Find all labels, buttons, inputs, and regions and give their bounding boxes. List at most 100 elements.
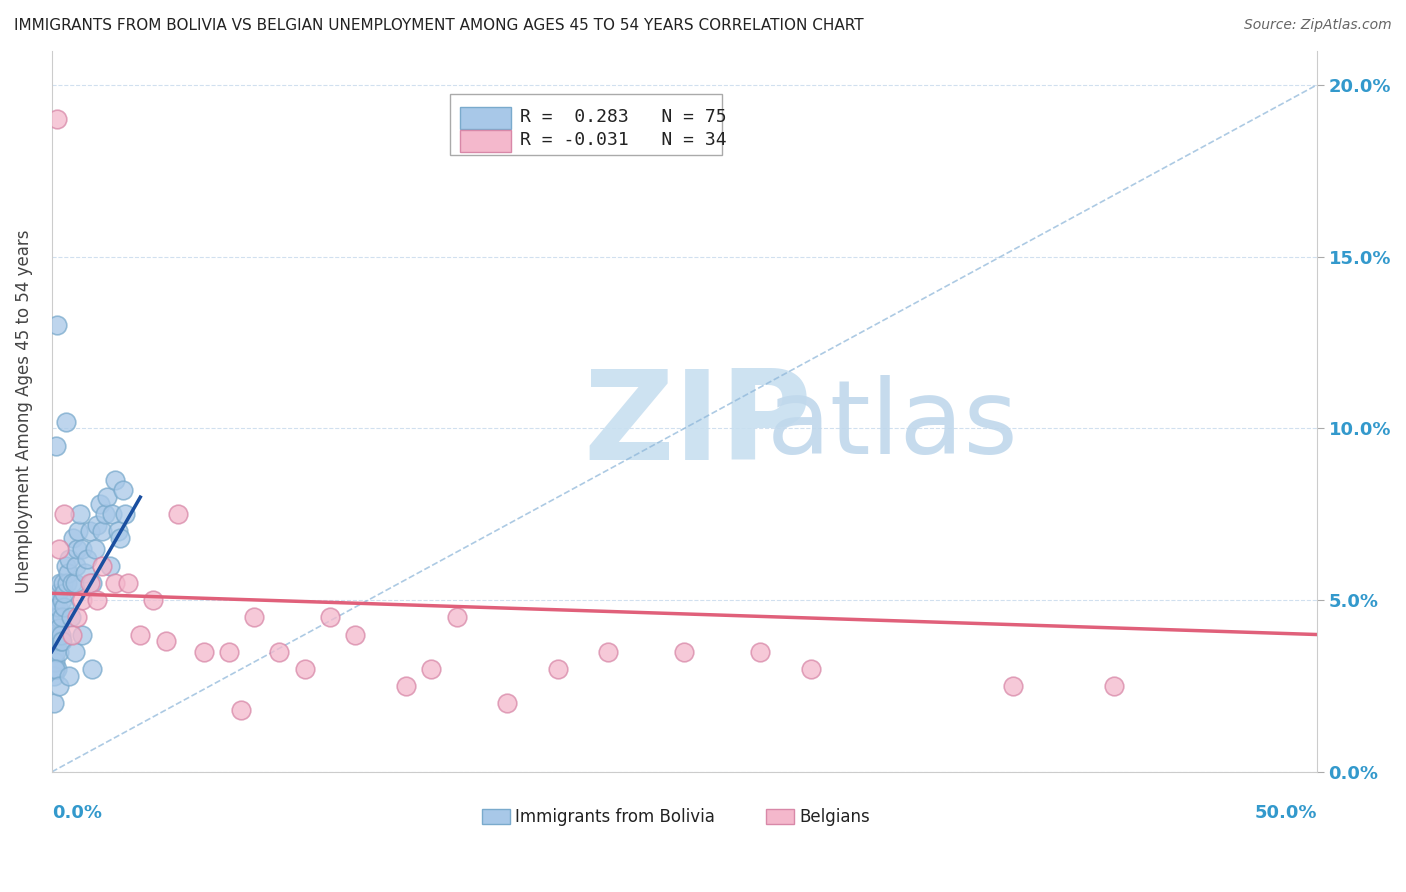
Point bbox=[44, 610, 66, 624]
Point bbox=[96, 490, 118, 504]
Point bbox=[48, 627, 70, 641]
Point bbox=[55, 558, 77, 573]
Point bbox=[48, 541, 70, 556]
Point bbox=[598, 645, 620, 659]
Point bbox=[91, 558, 114, 573]
Text: R =  0.283   N = 75: R = 0.283 N = 75 bbox=[520, 108, 727, 126]
Point bbox=[446, 610, 468, 624]
Point bbox=[42, 696, 65, 710]
Point bbox=[63, 576, 86, 591]
Point bbox=[344, 627, 367, 641]
Point bbox=[53, 508, 76, 522]
Point bbox=[76, 552, 98, 566]
Point bbox=[94, 508, 117, 522]
Text: Immigrants from Bolivia: Immigrants from Bolivia bbox=[515, 807, 714, 826]
Point bbox=[98, 558, 121, 573]
Point bbox=[66, 541, 89, 556]
Point bbox=[42, 645, 65, 659]
Point bbox=[420, 662, 443, 676]
Point bbox=[44, 593, 66, 607]
Point bbox=[63, 645, 86, 659]
Point bbox=[45, 600, 67, 615]
Point bbox=[52, 600, 75, 615]
Point bbox=[86, 593, 108, 607]
Point bbox=[73, 566, 96, 580]
Point bbox=[51, 627, 73, 641]
Point bbox=[51, 634, 73, 648]
Point bbox=[52, 576, 75, 591]
Point bbox=[70, 593, 93, 607]
Point bbox=[79, 524, 101, 539]
Point bbox=[167, 508, 190, 522]
Point bbox=[66, 610, 89, 624]
Y-axis label: Unemployment Among Ages 45 to 54 years: Unemployment Among Ages 45 to 54 years bbox=[15, 229, 32, 593]
Point bbox=[49, 634, 72, 648]
Point bbox=[294, 662, 316, 676]
Point bbox=[44, 662, 66, 676]
Point bbox=[59, 610, 82, 624]
Text: 50.0%: 50.0% bbox=[1254, 805, 1316, 822]
Point bbox=[58, 669, 80, 683]
Point bbox=[46, 627, 69, 641]
Point bbox=[243, 610, 266, 624]
Point bbox=[42, 662, 65, 676]
Point bbox=[44, 669, 66, 683]
Bar bbox=[766, 809, 794, 824]
Point bbox=[65, 558, 87, 573]
Point bbox=[48, 621, 70, 635]
Text: IMMIGRANTS FROM BOLIVIA VS BELGIAN UNEMPLOYMENT AMONG AGES 45 TO 54 YEARS CORREL: IMMIGRANTS FROM BOLIVIA VS BELGIAN UNEMP… bbox=[14, 18, 863, 33]
Point bbox=[60, 576, 83, 591]
Point bbox=[46, 634, 69, 648]
Point bbox=[62, 532, 84, 546]
Point bbox=[269, 645, 291, 659]
Point bbox=[42, 621, 65, 635]
Point bbox=[70, 541, 93, 556]
Point bbox=[44, 655, 66, 669]
Point bbox=[117, 576, 139, 591]
Point bbox=[319, 610, 342, 624]
Point bbox=[70, 627, 93, 641]
Point bbox=[218, 645, 240, 659]
Text: R = -0.031   N = 34: R = -0.031 N = 34 bbox=[520, 131, 727, 149]
Point bbox=[104, 473, 127, 487]
Point bbox=[45, 662, 67, 676]
Point bbox=[46, 610, 69, 624]
Point bbox=[58, 566, 80, 580]
FancyBboxPatch shape bbox=[450, 94, 723, 155]
Bar bbox=[482, 809, 509, 824]
Text: Belgians: Belgians bbox=[800, 807, 870, 826]
Point bbox=[129, 627, 152, 641]
Text: ZIP: ZIP bbox=[583, 365, 811, 486]
Point bbox=[58, 552, 80, 566]
Point bbox=[749, 645, 772, 659]
Point bbox=[82, 576, 104, 591]
Point bbox=[800, 662, 823, 676]
Point bbox=[1104, 679, 1126, 693]
Point bbox=[547, 662, 569, 676]
Point bbox=[56, 576, 79, 591]
Point bbox=[46, 593, 69, 607]
Point bbox=[45, 634, 67, 648]
Point bbox=[104, 576, 127, 591]
Point bbox=[46, 318, 69, 333]
Point bbox=[42, 610, 65, 624]
Text: 0.0%: 0.0% bbox=[52, 805, 101, 822]
Point bbox=[69, 508, 91, 522]
Point bbox=[45, 621, 67, 635]
Point bbox=[45, 610, 67, 624]
Point bbox=[53, 586, 76, 600]
Text: Source: ZipAtlas.com: Source: ZipAtlas.com bbox=[1244, 18, 1392, 32]
Point bbox=[673, 645, 696, 659]
Point bbox=[91, 524, 114, 539]
Point bbox=[46, 600, 69, 615]
Text: atlas: atlas bbox=[766, 376, 1018, 476]
Point bbox=[48, 679, 70, 693]
Point bbox=[45, 112, 67, 127]
Point bbox=[496, 696, 519, 710]
Point bbox=[86, 517, 108, 532]
Point bbox=[231, 703, 253, 717]
Point bbox=[42, 634, 65, 648]
Point bbox=[108, 532, 131, 546]
Point bbox=[45, 439, 67, 453]
Point bbox=[101, 508, 124, 522]
